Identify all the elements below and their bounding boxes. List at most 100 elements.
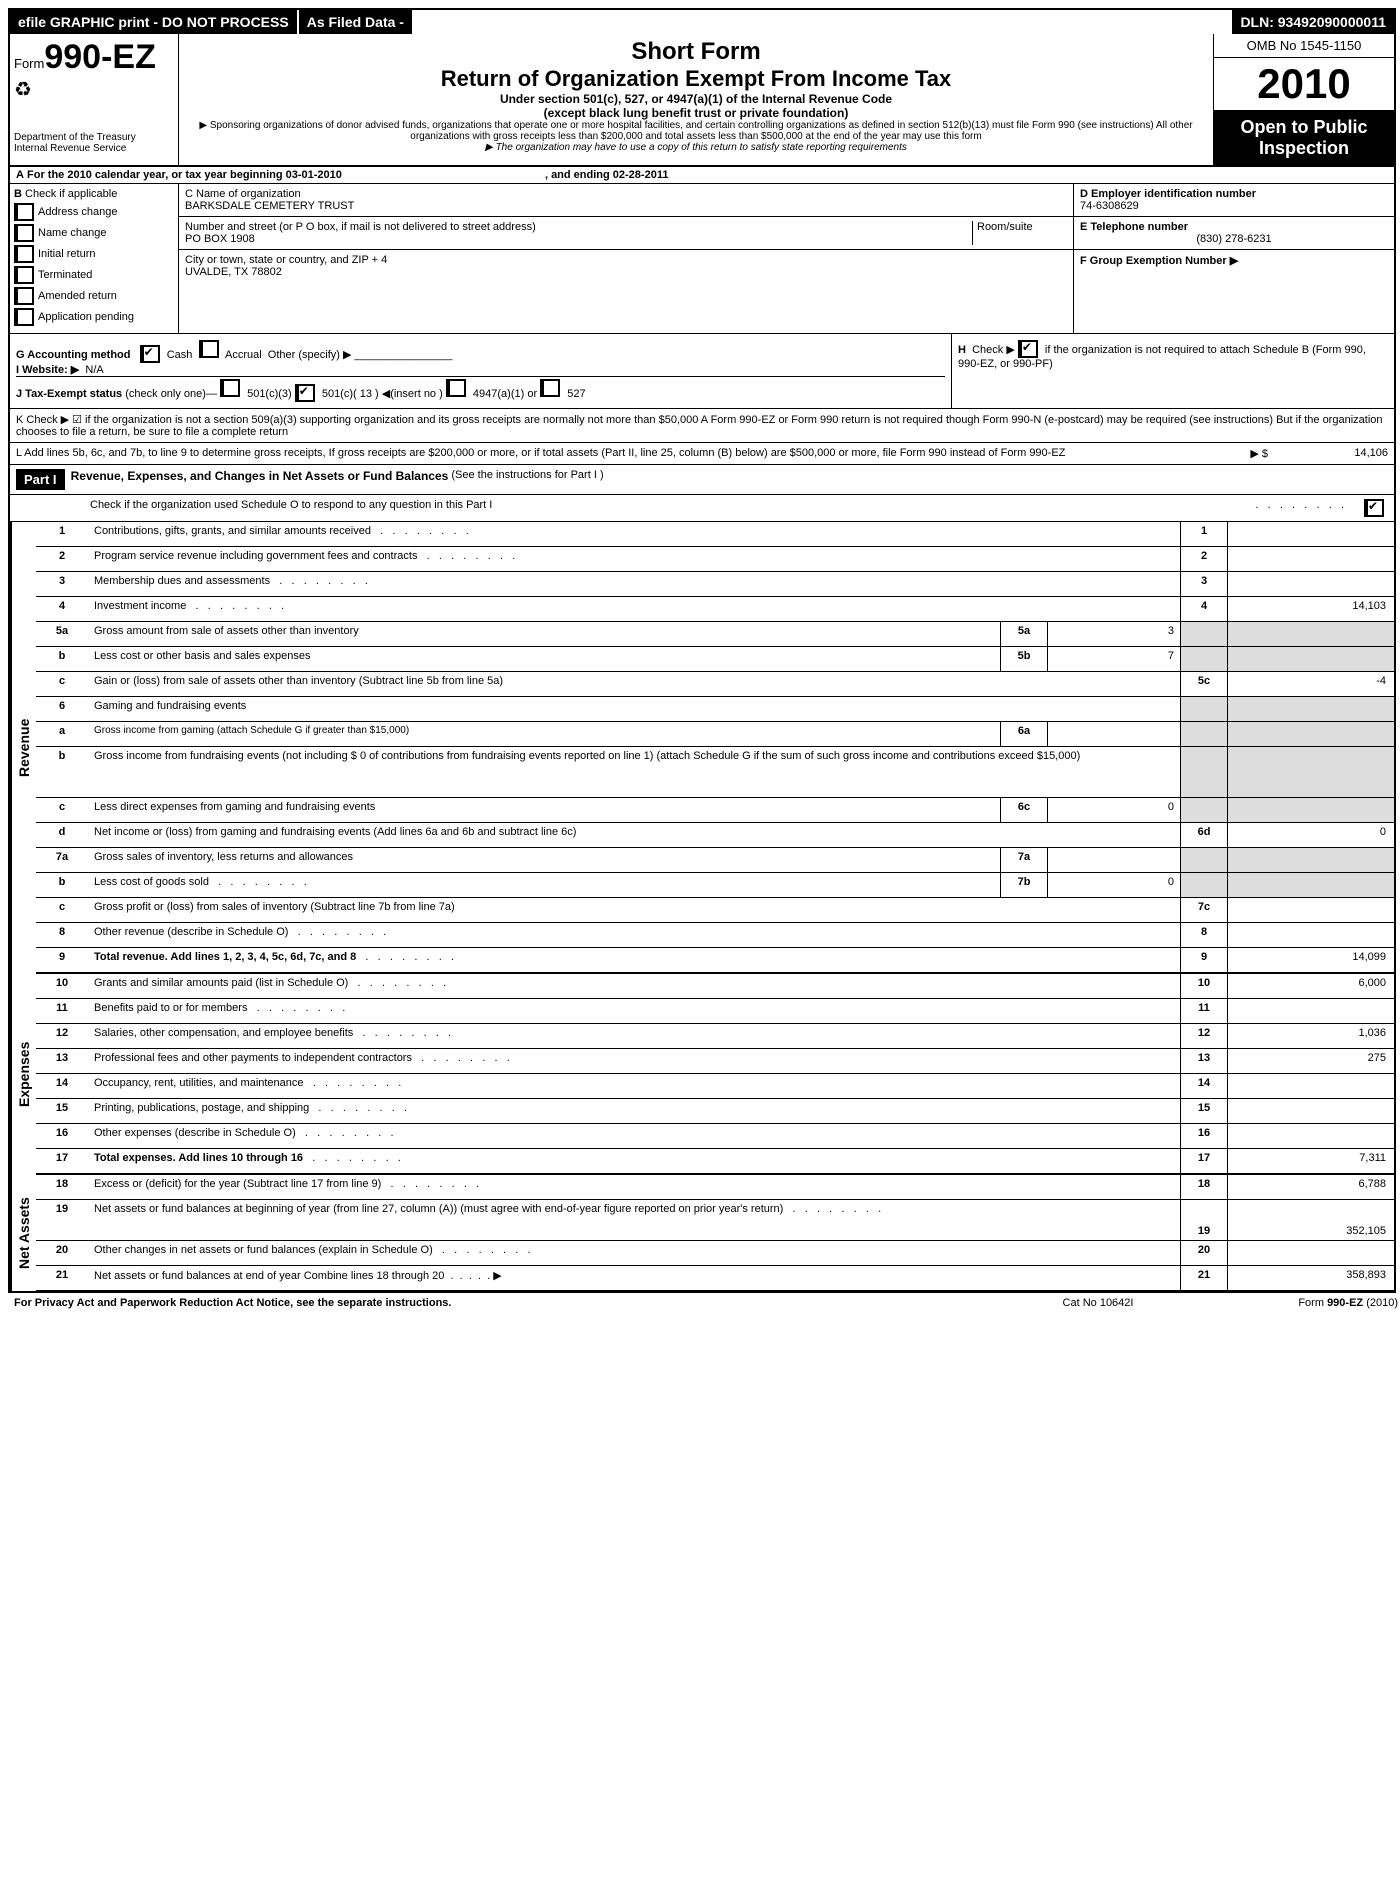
- checkbox-label: Terminated: [38, 269, 92, 281]
- line-desc: Other expenses (describe in Schedule O): [88, 1124, 1180, 1148]
- room-suite: Room/suite: [972, 221, 1067, 245]
- mid-val: 3: [1047, 622, 1180, 646]
- org-name: BARKSDALE CEMETERY TRUST: [185, 200, 1067, 212]
- line-num: 2: [36, 547, 88, 571]
- dots: [381, 1178, 479, 1190]
- 501c3-label: 501(c)(3): [247, 388, 292, 400]
- end-val-grey: [1227, 747, 1394, 797]
- part1-check: Check if the organization used Schedule …: [10, 495, 1394, 522]
- end-num-grey: [1180, 722, 1227, 746]
- desc-text: Less cost of goods sold: [94, 876, 209, 888]
- end-num: 1: [1180, 522, 1227, 546]
- checkbox-h[interactable]: [1018, 340, 1038, 358]
- end-num: 17: [1180, 1149, 1227, 1173]
- end-val-grey: [1227, 848, 1394, 872]
- line-17: 17 Total expenses. Add lines 10 through …: [36, 1149, 1394, 1175]
- ein-value: 74-6308629: [1080, 200, 1388, 212]
- accrual-label: Accrual: [225, 349, 262, 361]
- line-desc: Less cost of goods sold: [88, 873, 1000, 897]
- line-num: a: [36, 722, 88, 746]
- dots: [309, 1102, 407, 1114]
- line-num: 13: [36, 1049, 88, 1073]
- city-value: UVALDE, TX 78802: [185, 266, 1067, 278]
- desc-text: Other changes in net assets or fund bala…: [94, 1244, 433, 1256]
- end-num: 16: [1180, 1124, 1227, 1148]
- h-text: Check ▶: [972, 344, 1015, 356]
- checkbox-527[interactable]: [540, 379, 560, 397]
- checkbox-address-change[interactable]: Address change: [14, 203, 174, 221]
- line-desc: Net assets or fund balances at end of ye…: [88, 1266, 1180, 1290]
- desc-text: Total revenue. Add lines 1, 2, 3, 4, 5c,…: [94, 951, 356, 963]
- line-desc: Gain or (loss) from sale of assets other…: [88, 672, 1180, 696]
- checkbox-501c3[interactable]: [220, 379, 240, 397]
- 501c-label: 501(c)( 13 ) ◀(insert no ): [322, 388, 443, 400]
- line-desc: Professional fees and other payments to …: [88, 1049, 1180, 1073]
- checkbox-cash[interactable]: [140, 345, 160, 363]
- line-5a: 5a Gross amount from sale of assets othe…: [36, 622, 1394, 647]
- checkbox-501c[interactable]: [295, 384, 315, 402]
- checkbox-accrual[interactable]: [199, 340, 219, 358]
- col-d: D Employer identification number 74-6308…: [1074, 184, 1394, 217]
- mid-val: [1047, 722, 1180, 746]
- end-val-grey: [1227, 873, 1394, 897]
- end-val-grey: [1227, 722, 1394, 746]
- mid-num: 7b: [1000, 873, 1047, 897]
- revenue-label: Revenue: [10, 522, 36, 974]
- dots: [353, 1027, 451, 1039]
- line-desc: Less direct expenses from gaming and fun…: [88, 798, 1000, 822]
- line-num: 19: [36, 1200, 88, 1240]
- note-l: L Add lines 5b, 6c, and 7b, to line 9 to…: [10, 443, 1394, 465]
- row-a: A For the 2010 calendar year, or tax yea…: [10, 167, 1394, 184]
- checkbox-pending[interactable]: Application pending: [14, 308, 174, 326]
- line-desc: Contributions, gifts, grants, and simila…: [88, 522, 1180, 546]
- line-7a: 7a Gross sales of inventory, less return…: [36, 848, 1394, 873]
- desc-text: Gain or (loss) from sale of assets other…: [94, 675, 503, 687]
- line-desc: Total expenses. Add lines 10 through 16: [88, 1149, 1180, 1173]
- checkbox-label: Name change: [38, 227, 107, 239]
- dots: [371, 525, 469, 537]
- desc-text: Excess or (deficit) for the year (Subtra…: [94, 1178, 381, 1190]
- col-e: E Telephone number (830) 278-6231: [1074, 217, 1394, 250]
- checkbox-terminated[interactable]: Terminated: [14, 266, 174, 284]
- end-val: [1227, 522, 1394, 546]
- end-val: [1227, 1241, 1394, 1265]
- end-val: 7,311: [1227, 1149, 1394, 1173]
- header-center: Short Form Return of Organization Exempt…: [179, 34, 1213, 165]
- line-num: 3: [36, 572, 88, 596]
- line-num: 8: [36, 923, 88, 947]
- line-num: b: [36, 647, 88, 671]
- dots: [1246, 499, 1344, 517]
- top-bar-left: efile GRAPHIC print - DO NOT PROCESS: [10, 10, 297, 34]
- main-title: Return of Organization Exempt From Incom…: [187, 66, 1205, 92]
- line-2: 2 Program service revenue including gove…: [36, 547, 1394, 572]
- desc-text: Salaries, other compensation, and employ…: [94, 1027, 353, 1039]
- checkbox-icon: [14, 245, 34, 263]
- line-14: 14 Occupancy, rent, utilities, and maint…: [36, 1074, 1394, 1099]
- revenue-body: 1 Contributions, gifts, grants, and simi…: [36, 522, 1394, 974]
- line-num: 15: [36, 1099, 88, 1123]
- line-4: 4 Investment income 4 14,103: [36, 597, 1394, 622]
- end-val: -4: [1227, 672, 1394, 696]
- line-num: 21: [36, 1266, 88, 1290]
- line-num: 7a: [36, 848, 88, 872]
- dots: [303, 1152, 401, 1164]
- checkbox-schedule-o[interactable]: [1364, 499, 1384, 517]
- checkbox-name-change[interactable]: Name change: [14, 224, 174, 242]
- mid-num: 7a: [1000, 848, 1047, 872]
- checkbox-icon: [14, 203, 34, 221]
- checkbox-amended[interactable]: Amended return: [14, 287, 174, 305]
- desc-text: Professional fees and other payments to …: [94, 1052, 412, 1064]
- col-c-name-row: C Name of organization BARKSDALE CEMETER…: [179, 184, 1073, 217]
- i-label: I Website: ▶: [16, 364, 79, 376]
- top-bar-fill: [412, 10, 1232, 34]
- checkbox-initial-return[interactable]: Initial return: [14, 245, 174, 263]
- row-a-label: A: [16, 169, 24, 181]
- end-val: [1227, 1124, 1394, 1148]
- checkbox-label: Address change: [38, 206, 118, 218]
- checkbox-4947[interactable]: [446, 379, 466, 397]
- end-num: 9: [1180, 948, 1227, 972]
- line-num: b: [36, 873, 88, 897]
- line-num: 20: [36, 1241, 88, 1265]
- end-num-grey: [1180, 873, 1227, 897]
- footer: For Privacy Act and Paperwork Reduction …: [8, 1293, 1400, 1313]
